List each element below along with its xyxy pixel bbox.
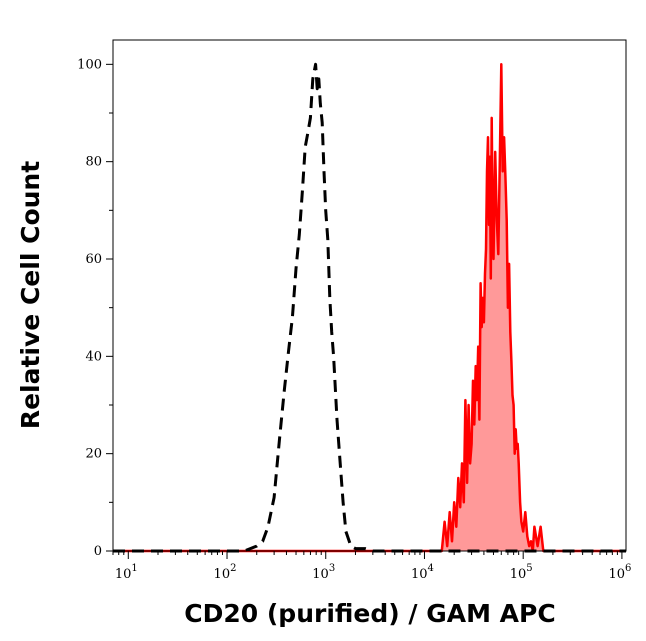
x-tick-label: 103 [312,563,335,582]
x-axis: 101 102 103 104 105 106 [112,551,631,582]
x-tick-label: 106 [608,563,631,582]
series-0-line [113,62,626,553]
plot-content [113,62,626,553]
x-tick-label: 104 [411,563,434,582]
y-tick-label: 0 [94,544,102,559]
y-tick-label: 80 [85,155,102,170]
series-1-line [113,63,626,553]
plot-frame [112,39,627,552]
y-tick-label: 40 [85,349,102,364]
y-tick-label: 20 [85,447,102,462]
y-tick-label: 100 [77,57,102,72]
series-1-fill [113,64,626,552]
y-axis-title: Relative Cell Count [16,161,45,429]
x-tick-label: 101 [115,563,138,582]
x-tick-label: 105 [510,563,533,582]
x-tick-label: 102 [214,563,237,582]
y-tick-label: 60 [85,252,102,267]
y-axis: 0 20 40 60 80 100 [77,57,113,559]
x-axis-title: CD20 (purified) / GAM APC [184,599,555,628]
